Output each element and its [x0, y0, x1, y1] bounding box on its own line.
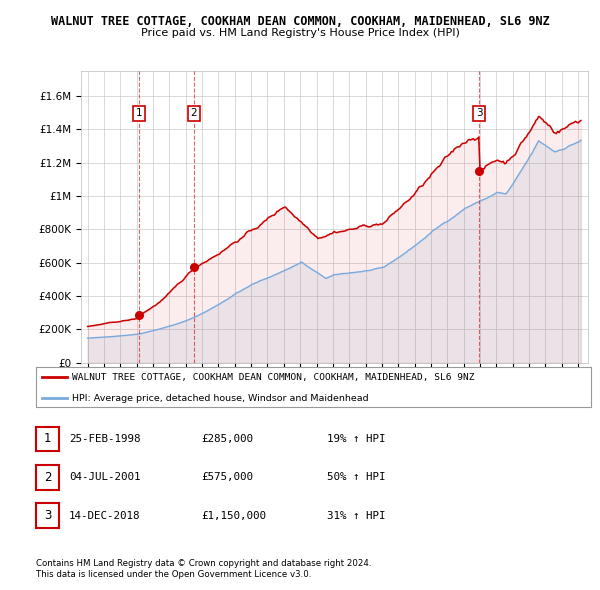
Text: £575,000: £575,000	[201, 473, 253, 482]
Text: 1: 1	[44, 432, 51, 445]
Text: WALNUT TREE COTTAGE, COOKHAM DEAN COMMON, COOKHAM, MAIDENHEAD, SL6 9NZ: WALNUT TREE COTTAGE, COOKHAM DEAN COMMON…	[50, 15, 550, 28]
Text: Contains HM Land Registry data © Crown copyright and database right 2024.: Contains HM Land Registry data © Crown c…	[36, 559, 371, 568]
Text: 50% ↑ HPI: 50% ↑ HPI	[327, 473, 386, 482]
Text: 14-DEC-2018: 14-DEC-2018	[69, 511, 140, 520]
Text: 19% ↑ HPI: 19% ↑ HPI	[327, 434, 386, 444]
Text: £1,150,000: £1,150,000	[201, 511, 266, 520]
Text: Price paid vs. HM Land Registry's House Price Index (HPI): Price paid vs. HM Land Registry's House …	[140, 28, 460, 38]
Text: 25-FEB-1998: 25-FEB-1998	[69, 434, 140, 444]
Text: 2: 2	[191, 108, 197, 118]
Text: 3: 3	[476, 108, 482, 118]
Text: WALNUT TREE COTTAGE, COOKHAM DEAN COMMON, COOKHAM, MAIDENHEAD, SL6 9NZ: WALNUT TREE COTTAGE, COOKHAM DEAN COMMON…	[72, 372, 475, 382]
Text: HPI: Average price, detached house, Windsor and Maidenhead: HPI: Average price, detached house, Wind…	[72, 394, 369, 403]
Text: 3: 3	[44, 509, 51, 522]
Text: 31% ↑ HPI: 31% ↑ HPI	[327, 511, 386, 520]
Text: This data is licensed under the Open Government Licence v3.0.: This data is licensed under the Open Gov…	[36, 571, 311, 579]
Text: £285,000: £285,000	[201, 434, 253, 444]
Text: 2: 2	[44, 471, 51, 484]
Text: 04-JUL-2001: 04-JUL-2001	[69, 473, 140, 482]
Text: 1: 1	[136, 108, 142, 118]
